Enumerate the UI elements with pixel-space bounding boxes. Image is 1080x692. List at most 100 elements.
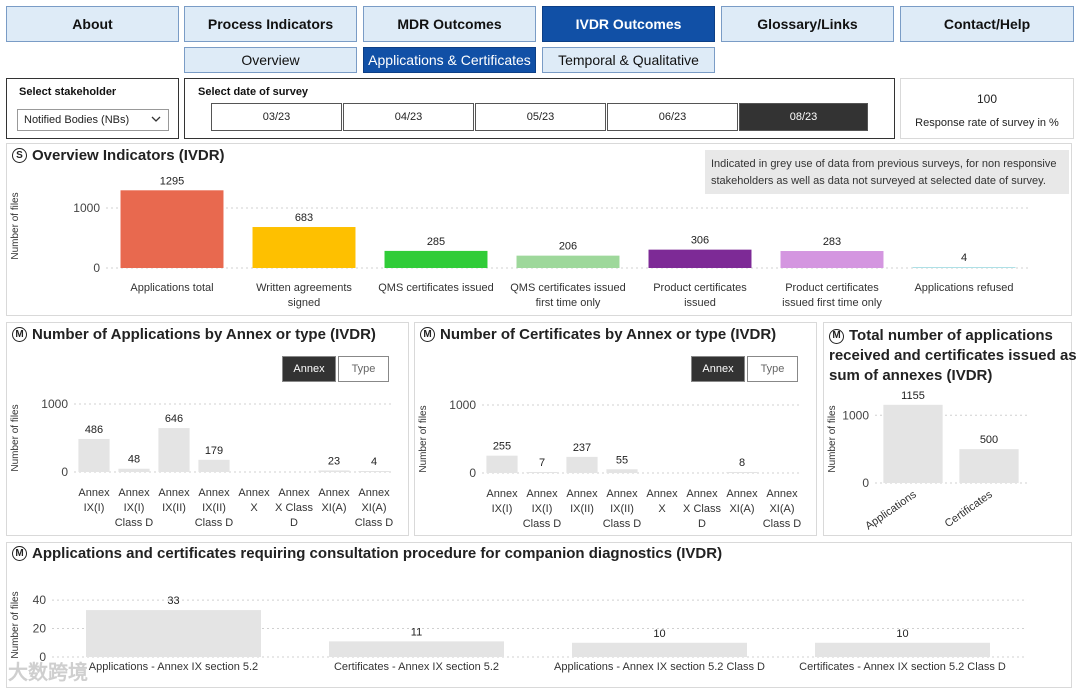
response-rate-label: Response rate of survey in % bbox=[915, 117, 1059, 129]
bar bbox=[486, 455, 518, 473]
type-toggle-apps[interactable]: Type bbox=[338, 356, 389, 382]
data-label: 255 bbox=[493, 441, 511, 453]
y-axis-label: Number of files bbox=[10, 591, 21, 658]
data-label: 306 bbox=[691, 235, 709, 247]
nav-tab-mdr-outcomes[interactable]: MDR Outcomes bbox=[363, 6, 536, 42]
date-button-0323[interactable]: 03/23 bbox=[211, 103, 342, 131]
measure-icon: M bbox=[829, 328, 844, 344]
bar bbox=[606, 469, 638, 473]
stakeholder-dropdown[interactable]: Notified Bodies (NBs) bbox=[17, 109, 169, 131]
watermark-logo: 大数跨境 bbox=[8, 662, 88, 684]
category-label: Annex bbox=[278, 487, 310, 499]
overview-title: S Overview Indicators (IVDR) bbox=[12, 147, 225, 164]
subtab-overview[interactable]: Overview bbox=[184, 47, 357, 73]
nav-tab-ivdr-outcomes[interactable]: IVDR Outcomes bbox=[542, 6, 715, 42]
totals-title-line-3: sum of annexes (IVDR) bbox=[829, 367, 993, 384]
category-label: first time only bbox=[536, 297, 601, 309]
data-label: 7 bbox=[539, 457, 545, 469]
data-label: 4 bbox=[961, 252, 967, 264]
y-tick-label: 1000 bbox=[41, 397, 68, 411]
bar bbox=[78, 438, 110, 472]
totals-title-line-2: received and certificates issued as bbox=[829, 347, 1077, 364]
bar bbox=[86, 610, 261, 657]
category-label: Annex bbox=[238, 487, 270, 499]
bar bbox=[780, 251, 884, 268]
date-button-0423[interactable]: 04/23 bbox=[343, 103, 474, 131]
category-label: Class D bbox=[355, 517, 394, 529]
category-label: Product certificates bbox=[785, 282, 879, 294]
data-label: 285 bbox=[427, 236, 445, 248]
status-icon: S bbox=[12, 148, 27, 163]
y-tick-label: 0 bbox=[862, 476, 869, 490]
applications-annex-title-text: Number of Applications by Annex or type … bbox=[32, 326, 376, 343]
date-button-0523[interactable]: 05/23 bbox=[475, 103, 606, 131]
category-label: Annex bbox=[526, 488, 558, 500]
y-axis-label: Number of files bbox=[827, 405, 838, 472]
nav-tab-contact-help[interactable]: Contact/Help bbox=[900, 6, 1074, 42]
category-label: IX(II) bbox=[610, 503, 634, 515]
y-tick-label: 0 bbox=[469, 466, 476, 480]
overview-chart: Number of files 1000 0 1295 Applications tot… bbox=[10, 175, 1030, 309]
category-label: Applications - Annex IX section 5.2 Clas… bbox=[554, 661, 765, 673]
y-axis-label: Number of files bbox=[418, 405, 429, 472]
stakeholder-label: Select stakeholder bbox=[19, 86, 117, 98]
category-label: XI(A) bbox=[769, 503, 794, 515]
category-label: XI(A) bbox=[361, 502, 386, 514]
companion-title: M Applications and certificates requirin… bbox=[12, 545, 722, 562]
applications-annex-title: M Number of Applications by Annex or typ… bbox=[12, 326, 376, 343]
bar bbox=[526, 472, 558, 473]
y-axis-label: Number of files bbox=[10, 404, 21, 471]
data-label: 500 bbox=[980, 434, 998, 446]
subtab-applications-certificates[interactable]: Applications & Certificates bbox=[363, 47, 536, 73]
category-label: Annex bbox=[486, 488, 518, 500]
stakeholder-value: Notified Bodies (NBs) bbox=[24, 114, 130, 126]
category-label: Annex bbox=[686, 488, 718, 500]
bar bbox=[912, 267, 1016, 268]
bar bbox=[883, 404, 943, 483]
y-tick-label: 1000 bbox=[842, 408, 869, 422]
category-label: Certificates - Annex IX section 5.2 Clas… bbox=[799, 661, 1006, 673]
data-label: 11 bbox=[411, 626, 422, 638]
nav-tab-about[interactable]: About bbox=[6, 6, 179, 42]
annex-toggle-apps[interactable]: Annex bbox=[282, 356, 336, 382]
data-label: 683 bbox=[295, 212, 313, 224]
nav-tab-process-indicators[interactable]: Process Indicators bbox=[184, 6, 357, 42]
category-label: QMS certificates issued bbox=[378, 282, 494, 294]
type-toggle-certs[interactable]: Type bbox=[747, 356, 798, 382]
bar bbox=[198, 459, 230, 472]
category-label: Product certificates bbox=[653, 282, 747, 294]
category-label: X bbox=[250, 502, 258, 514]
data-label: 1155 bbox=[901, 390, 925, 402]
nav-tab-glossary-links[interactable]: Glossary/Links bbox=[721, 6, 894, 42]
totals-panel bbox=[823, 322, 1072, 536]
category-label: QMS certificates issued bbox=[510, 282, 626, 294]
category-label: Annex bbox=[198, 487, 230, 499]
stakeholder-filter: Select stakeholder Notified Bodies (NBs) bbox=[6, 78, 179, 139]
y-tick-label: 0 bbox=[39, 650, 46, 664]
annex-toggle-certs[interactable]: Annex bbox=[691, 356, 745, 382]
certificates-annex-title-text: Number of Certificates by Annex or type … bbox=[440, 326, 777, 343]
overview-title-text: Overview Indicators (IVDR) bbox=[32, 147, 225, 164]
category-label: IX(I) bbox=[124, 502, 145, 514]
data-label: 646 bbox=[165, 413, 183, 425]
certificates-annex-title: M Number of Certificates by Annex or typ… bbox=[420, 326, 776, 343]
date-label: Select date of survey bbox=[198, 86, 309, 98]
category-label: Class D bbox=[603, 518, 642, 530]
y-axis-label: Number of files bbox=[10, 192, 21, 259]
subtab-temporal-qualitative[interactable]: Temporal & Qualitative bbox=[542, 47, 715, 73]
date-button-0623[interactable]: 06/23 bbox=[607, 103, 738, 131]
category-label: Annex bbox=[158, 487, 190, 499]
category-label: Class D bbox=[763, 518, 802, 530]
category-label: Class D bbox=[115, 517, 154, 529]
totals-title-line-1: Total number of applications bbox=[849, 327, 1053, 344]
bar bbox=[566, 456, 598, 473]
date-button-0823[interactable]: 08/23 bbox=[739, 103, 868, 131]
data-label: 1295 bbox=[160, 175, 184, 187]
bar bbox=[158, 428, 190, 472]
data-label: 23 bbox=[328, 455, 340, 467]
data-label: 55 bbox=[616, 454, 628, 466]
category-label: Annex bbox=[358, 487, 390, 499]
category-label: Annex bbox=[606, 488, 638, 500]
category-label: D bbox=[698, 518, 706, 530]
data-label: 10 bbox=[896, 628, 908, 640]
